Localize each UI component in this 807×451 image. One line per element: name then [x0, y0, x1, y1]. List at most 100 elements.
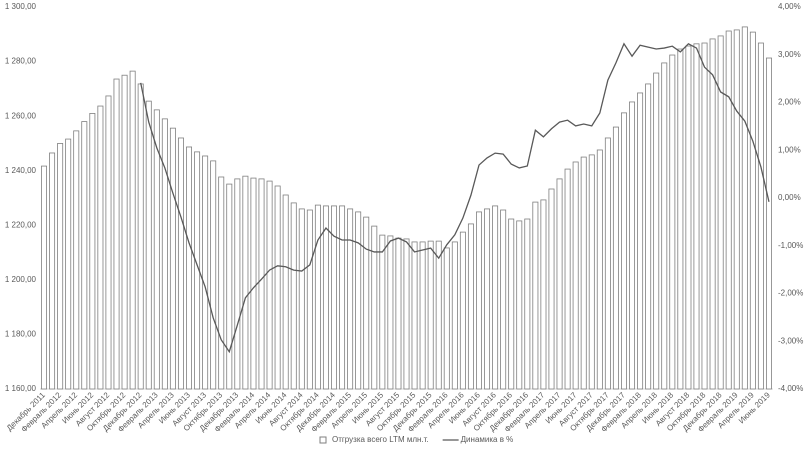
bar: [322, 205, 329, 390]
bar: [645, 83, 652, 390]
bar: [177, 137, 184, 390]
y2-tick-label: 4,00%: [778, 2, 801, 11]
bar: [274, 185, 281, 390]
bar: [387, 235, 394, 390]
bar: [355, 211, 362, 390]
bar: [508, 218, 515, 390]
bar: [314, 204, 321, 390]
bar: [637, 92, 644, 390]
bar: [363, 216, 370, 390]
y-tick-label: 1 240,00: [5, 166, 37, 175]
legend-item: Отгрузка всего LTM млн.т.: [319, 435, 429, 444]
y-tick-label: 1 160,00: [5, 384, 37, 393]
bar: [81, 121, 88, 390]
bar: [765, 57, 772, 390]
bar: [89, 113, 96, 390]
bar: [169, 127, 176, 390]
bar: [258, 178, 265, 390]
bar: [57, 143, 64, 390]
bar: [540, 199, 547, 390]
bar: [532, 201, 539, 390]
bar: [121, 74, 128, 390]
bar: [435, 240, 442, 390]
bar: [282, 194, 289, 390]
bar: [153, 109, 160, 390]
bar: [395, 237, 402, 390]
bar: [105, 95, 112, 390]
bar: [661, 62, 668, 390]
bar: [371, 225, 378, 390]
bar: [669, 54, 676, 390]
bar: [524, 218, 531, 390]
y-tick-label: 1 300,00: [5, 2, 37, 11]
legend-swatch: [319, 436, 327, 444]
bar: [331, 205, 337, 390]
y2-tick-label: -2,00%: [778, 289, 803, 298]
bar: [145, 100, 152, 390]
bar: [186, 146, 192, 390]
bar: [210, 160, 217, 390]
bar: [757, 42, 764, 390]
bar: [97, 105, 104, 390]
bar: [218, 176, 225, 390]
bar: [339, 205, 346, 390]
bar: [379, 234, 386, 390]
bar: [588, 154, 595, 390]
bar: [476, 211, 482, 390]
bar: [749, 31, 756, 390]
bar: [73, 130, 80, 390]
bar: [701, 42, 708, 390]
bar: [306, 209, 313, 390]
bar: [242, 175, 249, 390]
bar: [113, 78, 120, 390]
bar: [492, 205, 499, 390]
bar: [451, 241, 458, 390]
bar: [685, 45, 692, 390]
bar: [580, 156, 587, 390]
bar: [49, 152, 56, 390]
bar: [347, 208, 354, 390]
bar: [161, 118, 168, 390]
y-tick-label: 1 260,00: [5, 111, 37, 120]
bar: [629, 101, 636, 390]
bar: [250, 177, 257, 390]
y2-tick-label: 2,00%: [778, 98, 801, 107]
y2-tick-label: -1,00%: [778, 241, 803, 250]
bar: [467, 223, 474, 390]
bar: [459, 231, 466, 390]
legend-label: Отгрузка всего LTM млн.т.: [332, 435, 429, 444]
bar: [266, 180, 273, 390]
bar: [572, 161, 579, 390]
bar: [234, 178, 241, 390]
bar: [604, 137, 611, 390]
bar: [202, 155, 209, 390]
y2-tick-label: 3,00%: [778, 50, 801, 59]
bar: [564, 168, 571, 390]
bar: [298, 208, 305, 390]
y-tick-label: 1 280,00: [5, 57, 37, 66]
bar: [290, 202, 297, 390]
bar: [484, 208, 491, 390]
bar: [612, 126, 619, 390]
bar: [516, 220, 523, 390]
bar: [621, 112, 627, 390]
bar: [65, 138, 72, 390]
bar: [717, 35, 724, 390]
bar: [653, 72, 660, 390]
bar: [741, 26, 748, 390]
bar: [693, 43, 700, 390]
bar: [677, 48, 684, 390]
y2-tick-label: 0,00%: [778, 193, 801, 202]
y-tick-label: 1 220,00: [5, 220, 37, 229]
bar: [596, 149, 603, 390]
bar: [427, 240, 434, 390]
bar: [733, 29, 740, 390]
legend-label: Динамика в %: [461, 435, 514, 444]
bar: [500, 209, 507, 390]
bar: [129, 70, 136, 390]
bar: [443, 247, 450, 390]
bar: [556, 178, 563, 390]
y2-tick-label: -3,00%: [778, 336, 803, 345]
y-tick-label: 1 200,00: [5, 275, 37, 284]
